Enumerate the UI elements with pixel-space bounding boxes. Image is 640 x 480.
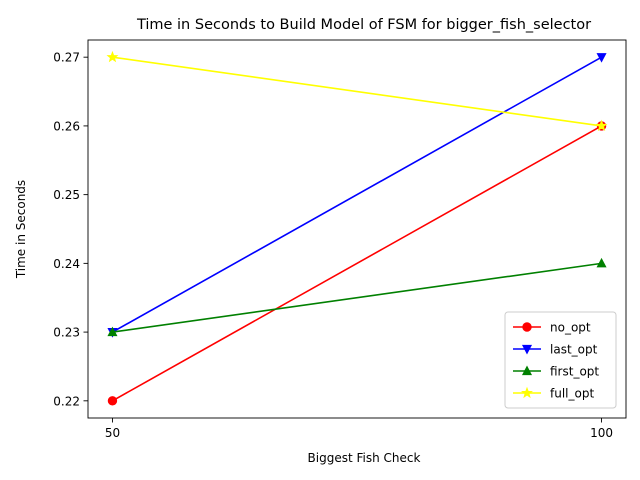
y-tick-label: 0.24	[53, 257, 80, 271]
data-point-last_opt	[596, 53, 607, 63]
legend-label-full_opt: full_opt	[550, 387, 594, 401]
legend-marker-no_opt	[522, 322, 532, 332]
y-tick-label: 0.25	[53, 188, 80, 202]
series-line-full_opt	[112, 56, 602, 127]
series-line-no_opt	[112, 125, 602, 402]
data-point-full_opt	[595, 119, 608, 131]
data-point-first_opt	[107, 326, 118, 337]
x-axis-label: Biggest Fish Check	[308, 451, 421, 465]
data-point-first_opt	[596, 257, 607, 268]
legend-label-first_opt: first_opt	[550, 365, 599, 379]
legend-box	[504, 311, 617, 409]
y-tick-label: 0.22	[53, 394, 80, 408]
axes-frame	[87, 39, 627, 419]
y-tick-label: 0.26	[53, 119, 80, 133]
legend-label-no_opt: no_opt	[550, 321, 591, 335]
legend-label-last_opt: last_opt	[550, 343, 598, 357]
legend-marker-full_opt	[521, 386, 533, 399]
legend: no_opt last_opt first_opt full_opt	[504, 311, 617, 409]
y-tick-label: 0.23	[53, 326, 80, 340]
legend-marker-first_opt	[521, 365, 533, 376]
x-tick-label: 100	[590, 426, 613, 440]
plot-area: 50 100 0.22 0.23 0.24 0.25 0.26 0.27	[53, 39, 627, 440]
x-tick-label: 50	[105, 426, 120, 440]
y-tick-label: 0.27	[53, 51, 80, 65]
legend-marker-last_opt	[521, 344, 533, 355]
data-point-full_opt	[106, 50, 119, 63]
series-line-first_opt	[112, 262, 602, 333]
chart-title: Time in Seconds to Build Model of FSM fo…	[136, 17, 591, 33]
series-line-last_opt	[112, 56, 602, 333]
data-point-no_opt	[107, 396, 118, 406]
y-axis-label: Time in Seconds	[14, 180, 28, 279]
